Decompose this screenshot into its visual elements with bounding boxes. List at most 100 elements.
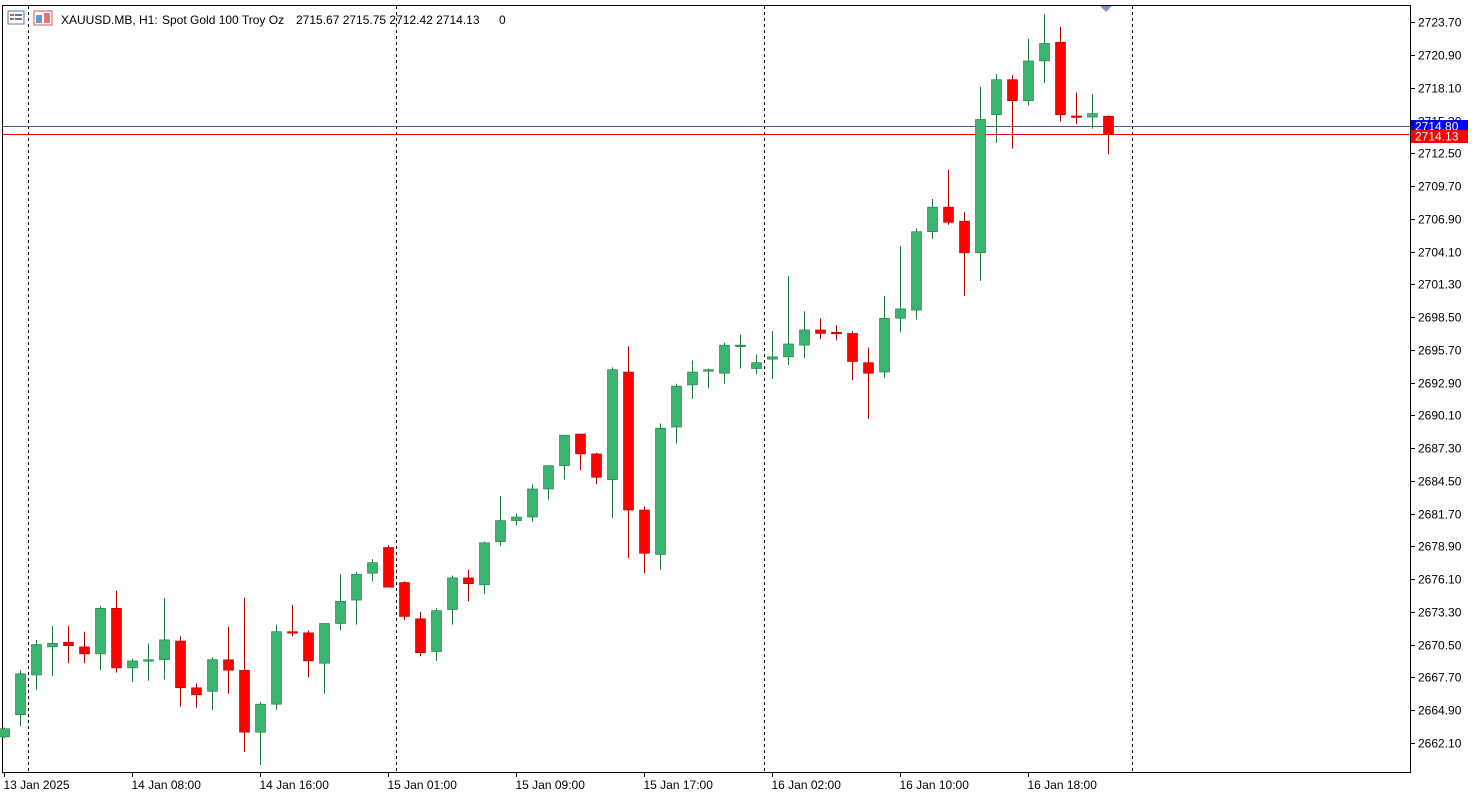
candle[interactable] [607,367,618,519]
candle[interactable] [239,597,250,753]
candle[interactable] [367,559,378,582]
chart-window-icon[interactable] [33,10,53,26]
candle[interactable] [479,541,490,595]
price-tick-label: 2667.70 [1418,671,1462,685]
candle-body [495,520,506,542]
candle[interactable] [111,590,122,673]
candle[interactable] [639,506,650,574]
candle[interactable] [383,545,394,588]
candle[interactable] [991,73,1002,143]
candle[interactable] [495,496,506,547]
candle[interactable] [847,331,858,381]
candle[interactable] [783,276,794,366]
candle[interactable] [191,683,202,708]
candle[interactable] [303,630,314,678]
candle[interactable] [127,658,138,682]
candle-body [959,220,970,254]
candle-body [607,369,618,480]
candle[interactable] [0,727,10,739]
candle[interactable] [1087,93,1098,129]
candle[interactable] [207,657,218,711]
candle-body [415,618,426,654]
candle[interactable] [287,604,298,637]
candle[interactable] [143,643,154,681]
candle-body [895,308,906,319]
candle[interactable] [15,670,26,727]
candle[interactable] [159,597,170,680]
candle-body [351,574,362,601]
candle[interactable] [895,245,906,333]
candle[interactable] [1055,27,1066,122]
candle[interactable] [671,383,682,444]
price-tick-label: 2709.70 [1418,180,1462,194]
price-tick-label: 2706.90 [1418,213,1462,227]
candle[interactable] [463,569,474,602]
candle[interactable] [879,296,890,378]
candle[interactable] [255,701,266,765]
candle-body [271,631,282,705]
time-tick-label: 15 Jan 01:00 [388,778,458,792]
chart-list-icon[interactable] [7,10,25,25]
candle[interactable] [831,325,842,341]
candle[interactable] [223,626,234,694]
time-tick-label: 14 Jan 16:00 [260,778,330,792]
candle[interactable] [911,228,922,320]
candle[interactable] [735,334,746,369]
candle[interactable] [415,611,426,657]
candle-body [367,562,378,574]
candle[interactable] [63,625,74,664]
candle[interactable] [1039,14,1050,84]
candle[interactable] [863,347,874,419]
candle[interactable] [799,311,810,359]
candle[interactable] [1023,38,1034,106]
candle[interactable] [543,465,554,500]
candle[interactable] [927,198,938,239]
candle[interactable] [351,572,362,625]
candle-body [575,433,586,455]
candle[interactable] [47,625,58,677]
candle[interactable] [175,636,186,707]
price-tick-label: 2684.50 [1418,475,1462,489]
candle-body [703,369,714,372]
candle-body [447,577,458,610]
candle[interactable] [399,581,410,620]
candle[interactable] [591,452,602,485]
candle[interactable] [767,331,778,380]
candle[interactable] [719,342,730,384]
candles[interactable] [0,14,1114,765]
candle[interactable] [575,433,586,471]
candle[interactable] [1071,92,1082,125]
candle[interactable] [703,368,714,389]
candle[interactable] [751,354,762,375]
chart-shift-marker[interactable] [1100,6,1112,12]
candle[interactable] [431,608,442,661]
candle[interactable] [559,434,570,480]
candle[interactable] [943,169,954,225]
candle[interactable] [623,346,634,558]
candle[interactable] [447,575,458,625]
candle[interactable] [527,484,538,522]
time-tick-label: 15 Jan 17:00 [644,778,714,792]
price-tick-label: 2676.10 [1418,573,1462,587]
candle[interactable] [959,211,970,297]
candle[interactable] [1007,74,1018,149]
candle[interactable] [975,86,986,281]
candle[interactable] [335,574,346,631]
candle[interactable] [271,624,282,711]
candle[interactable] [655,423,666,570]
candle[interactable] [31,639,42,691]
price-tick-label: 2701.30 [1418,278,1462,292]
candle[interactable] [319,623,330,694]
candle[interactable] [511,513,522,526]
price-axis[interactable]: 2723.702720.902718.102715.302712.502709.… [1410,16,1462,751]
candle-body [0,728,10,738]
time-axis[interactable]: 13 Jan 2025 14 Jan 08:00 14 Jan 16:00 15 Ja… [4,772,1098,792]
candle[interactable] [815,318,826,340]
candle[interactable] [1103,115,1114,155]
candle[interactable] [687,360,698,399]
candle[interactable] [79,631,90,664]
candle-body [79,646,90,655]
candle[interactable] [95,605,106,671]
